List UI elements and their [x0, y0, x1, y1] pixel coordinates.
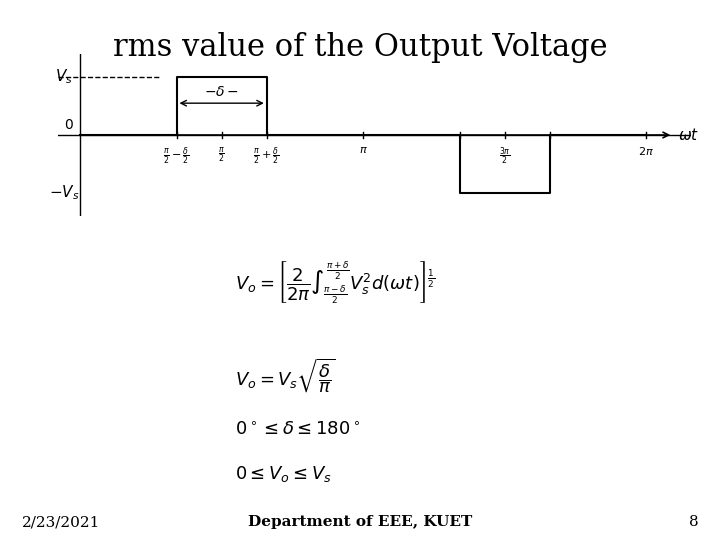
Text: $\frac{\pi}{2}$: $\frac{\pi}{2}$	[218, 145, 225, 164]
Text: $V_o = \left[\dfrac{2}{2\pi}\int_{\frac{\pi-\delta}{2}}^{\frac{\pi+\delta}{2}} V: $V_o = \left[\dfrac{2}{2\pi}\int_{\frac{…	[235, 259, 436, 305]
Text: $0 \leq V_o \leq V_s$: $0 \leq V_o \leq V_s$	[235, 464, 332, 484]
Text: $\omega t$: $\omega t$	[678, 127, 699, 143]
Text: $0^\circ \leq \delta \leq 180^\circ$: $0^\circ \leq \delta \leq 180^\circ$	[235, 421, 360, 439]
Text: $2\pi$: $2\pi$	[638, 145, 654, 158]
Text: $-\delta-$: $-\delta-$	[204, 85, 239, 99]
Text: $\frac{\pi}{2}-\frac{\delta}{2}$: $\frac{\pi}{2}-\frac{\delta}{2}$	[163, 145, 190, 167]
Text: $-V_s$: $-V_s$	[49, 184, 79, 202]
Text: $V_o = V_s\sqrt{\dfrac{\delta}{\pi}}$: $V_o = V_s\sqrt{\dfrac{\delta}{\pi}}$	[235, 356, 336, 395]
Text: 8: 8	[689, 515, 698, 529]
Text: $\frac{3\pi}{2}$: $\frac{3\pi}{2}$	[499, 145, 510, 167]
Text: $\frac{\pi}{2}+\frac{\delta}{2}$: $\frac{\pi}{2}+\frac{\delta}{2}$	[253, 145, 280, 167]
Text: $\pi$: $\pi$	[359, 145, 368, 156]
Text: 2/23/2021: 2/23/2021	[22, 515, 100, 529]
Text: $0$: $0$	[64, 118, 74, 132]
Text: Department of EEE, KUET: Department of EEE, KUET	[248, 515, 472, 529]
Text: $V_s$: $V_s$	[55, 68, 73, 86]
Text: rms value of the Output Voltage: rms value of the Output Voltage	[113, 32, 607, 63]
